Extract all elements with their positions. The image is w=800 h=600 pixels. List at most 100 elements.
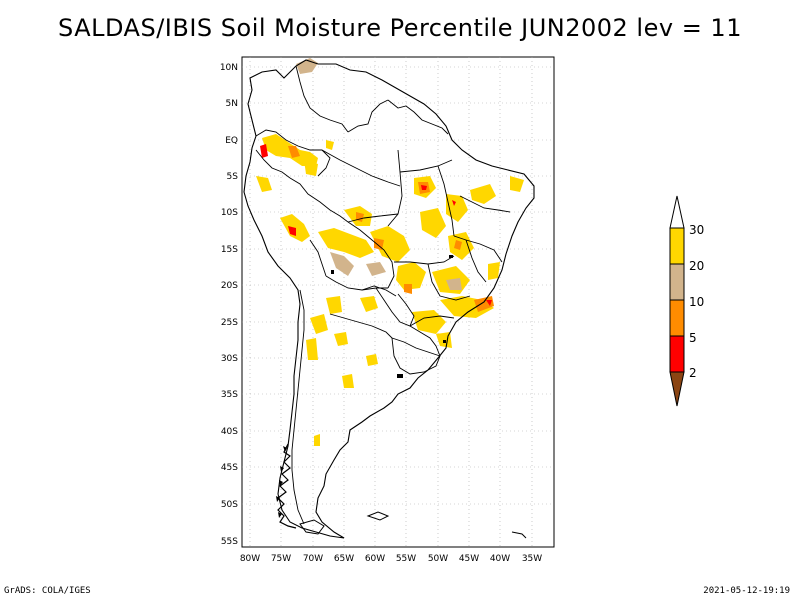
border-argentina-north bbox=[329, 313, 393, 339]
border-brazil-states-4 bbox=[459, 195, 511, 213]
lon-label-80w: 80W bbox=[240, 554, 260, 564]
lon-label-75w: 75W bbox=[271, 554, 291, 564]
lon-label-50w: 50W bbox=[428, 554, 448, 564]
border-guyanas bbox=[387, 99, 449, 135]
shading-para-red bbox=[421, 185, 427, 190]
lat-label-5s: 5S bbox=[227, 172, 239, 182]
lat-label-35s: 35S bbox=[221, 390, 238, 400]
lat-label-45s: 45S bbox=[221, 463, 238, 473]
shading-piaui bbox=[446, 194, 468, 222]
border-colombia-venezuela bbox=[295, 65, 349, 133]
lat-label-40s: 40S bbox=[221, 427, 238, 437]
legend-box-2-5 bbox=[669, 335, 685, 373]
border-colombia-ecuador bbox=[255, 129, 322, 151]
shading-minas-tan bbox=[446, 278, 462, 290]
footer-timestamp: 2021-05-12-19:19 bbox=[703, 586, 790, 596]
legend-label-30: 30 bbox=[689, 223, 704, 237]
lat-label-5n: 5N bbox=[226, 99, 238, 109]
legend-label-5: 5 bbox=[689, 331, 697, 345]
shading-ecuador-red bbox=[260, 144, 268, 158]
border-brazil-states-1 bbox=[387, 149, 403, 227]
border-bolivia-south bbox=[325, 275, 388, 291]
border-venezuela-brazil bbox=[347, 99, 389, 133]
border-colombia-brazil bbox=[317, 149, 331, 177]
falkland-islands bbox=[366, 511, 390, 521]
legend-bottom-triangle bbox=[669, 371, 685, 407]
lat-labels: 10N 5N EQ 5S 10S 15S 20S 25S 30S 35S 40S… bbox=[220, 63, 238, 547]
border-chile-argentina bbox=[291, 289, 305, 525]
legend-label-2: 2 bbox=[689, 366, 697, 380]
lat-label-55s: 55S bbox=[221, 537, 238, 547]
shading-chaco bbox=[326, 296, 342, 314]
lon-label-70w: 70W bbox=[303, 554, 323, 564]
border-brazil-states-11 bbox=[465, 239, 487, 283]
continent-outline bbox=[243, 59, 535, 539]
border-brazil-states-10 bbox=[321, 149, 401, 187]
legend-top-triangle bbox=[669, 195, 685, 229]
legend: 30 20 10 5 2 bbox=[669, 195, 704, 407]
shading-vichada bbox=[326, 140, 334, 150]
legend-box-5-10 bbox=[669, 299, 685, 337]
shading-tocantins bbox=[420, 208, 446, 238]
legend-label-10: 10 bbox=[689, 295, 704, 309]
border-bolivia-brazil bbox=[347, 221, 395, 289]
border-brazil-states-5 bbox=[453, 235, 503, 263]
border-brazil-states-2 bbox=[399, 159, 453, 173]
shading-amazonas-west bbox=[304, 160, 318, 176]
shading-argentina-nw bbox=[310, 314, 328, 334]
border-peru-brazil bbox=[289, 177, 349, 223]
shading-goias-orange bbox=[404, 284, 412, 294]
lat-label-25s: 25S bbox=[221, 318, 238, 328]
border-peru-bolivia bbox=[309, 239, 327, 277]
lat-label-30s: 30S bbox=[221, 354, 238, 364]
lat-label-10s: 10S bbox=[221, 208, 238, 218]
lat-label-20s: 20S bbox=[221, 281, 238, 291]
shading-mato-grosso bbox=[370, 226, 410, 262]
lon-label-35w: 35W bbox=[522, 554, 542, 564]
lat-label-15s: 15S bbox=[221, 245, 238, 255]
shading-colombia-orange bbox=[288, 146, 300, 158]
country-borders bbox=[255, 65, 511, 525]
shading-mato-grosso-orange bbox=[374, 238, 384, 250]
map-frame bbox=[241, 56, 555, 548]
lat-label-10n: 10N bbox=[220, 63, 238, 73]
legend-box-10-20 bbox=[669, 263, 685, 301]
border-brazil-states-12 bbox=[361, 285, 397, 297]
lat-label-eq: EQ bbox=[225, 136, 238, 146]
lon-label-55w: 55W bbox=[396, 554, 416, 564]
border-brazil-states-9 bbox=[347, 213, 399, 223]
shading-bolivia-north bbox=[318, 228, 374, 258]
lon-label-60w: 60W bbox=[365, 554, 385, 564]
shading-pantanal bbox=[366, 262, 386, 276]
border-uruguay bbox=[391, 337, 441, 375]
legend-label-20: 20 bbox=[689, 259, 704, 273]
shading-andes-central bbox=[306, 338, 318, 360]
south-georgia bbox=[511, 531, 527, 539]
border-paraguay bbox=[375, 287, 415, 327]
footer-credit: GrADS: COLA/IGES bbox=[4, 586, 91, 596]
border-argentina-brazil bbox=[409, 325, 441, 357]
border-brazil-states-3 bbox=[437, 165, 455, 237]
shading-piaui-red bbox=[452, 200, 456, 206]
chile-fjords bbox=[277, 443, 297, 529]
chile-islands bbox=[276, 446, 287, 518]
lat-label-50s: 50S bbox=[221, 500, 238, 510]
shading-paraguay bbox=[360, 296, 378, 312]
lakes bbox=[331, 255, 453, 378]
shading-cuyo bbox=[342, 374, 354, 388]
shading-pampa bbox=[366, 354, 378, 366]
shading-espirito bbox=[488, 262, 500, 280]
border-brazil-states-8 bbox=[409, 315, 455, 327]
shading-rj-red bbox=[486, 300, 492, 306]
shading-goias bbox=[396, 262, 426, 290]
percentile-shading bbox=[256, 58, 524, 446]
shading-bahia-orange bbox=[454, 240, 462, 250]
map-title: SALDAS/IBIS Soil Moisture Percentile JUN… bbox=[58, 14, 742, 42]
legend-box-20-30 bbox=[669, 227, 685, 265]
lon-label-65w: 65W bbox=[334, 554, 354, 564]
shading-ne-tip bbox=[510, 176, 524, 192]
border-brazil-states-7 bbox=[427, 263, 471, 301]
lon-label-40w: 40W bbox=[490, 554, 510, 564]
shading-argentina-north bbox=[334, 332, 348, 346]
